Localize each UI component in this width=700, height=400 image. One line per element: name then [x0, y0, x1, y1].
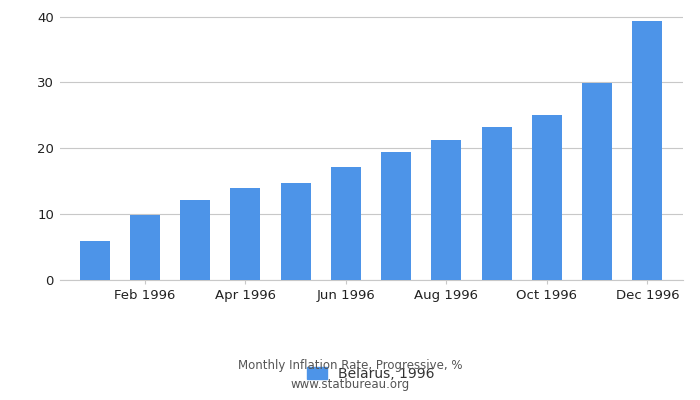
Legend: Belarus, 1996: Belarus, 1996	[302, 361, 440, 386]
Bar	[532, 115, 562, 280]
Bar	[130, 215, 160, 280]
Bar	[482, 126, 512, 280]
Text: Monthly Inflation Rate, Progressive, %: Monthly Inflation Rate, Progressive, %	[238, 360, 462, 372]
Bar	[180, 200, 210, 280]
Bar	[230, 188, 260, 280]
Bar	[80, 241, 110, 280]
Text: www.statbureau.org: www.statbureau.org	[290, 378, 410, 391]
Bar	[281, 182, 311, 280]
Bar	[431, 140, 461, 280]
Bar	[381, 152, 411, 280]
Bar	[582, 83, 612, 280]
Bar	[331, 167, 361, 280]
Bar	[632, 21, 662, 280]
